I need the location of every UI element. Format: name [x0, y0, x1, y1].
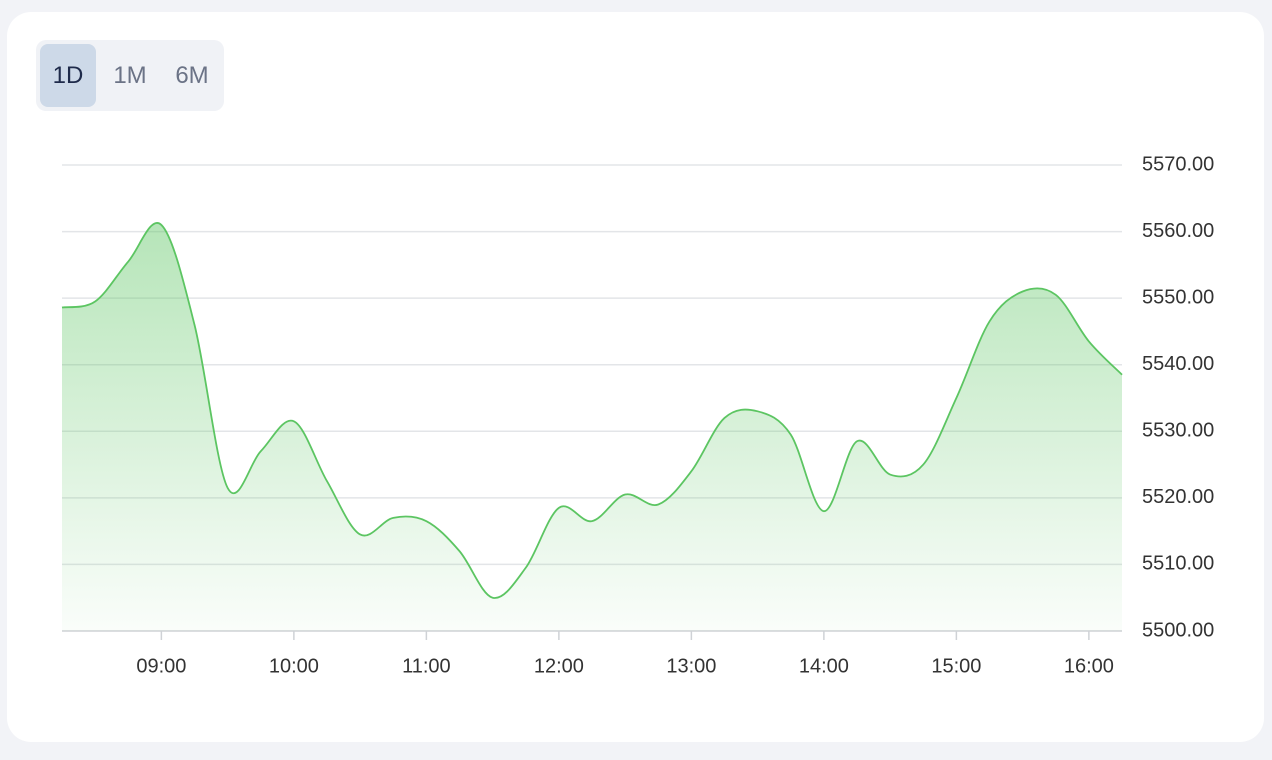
x-tick-label: 15:00	[931, 655, 981, 677]
x-tick-label: 13:00	[666, 655, 716, 677]
y-tick-label: 5570.00	[1142, 153, 1214, 175]
line	[61, 222, 1123, 599]
x-tick-label: 10:00	[269, 655, 319, 677]
y-tick-label: 5560.00	[1142, 220, 1214, 242]
y-tick-label: 5530.00	[1142, 420, 1214, 442]
y-tick-label: 5510.00	[1142, 553, 1214, 575]
y-tick-label: 5550.00	[1142, 286, 1214, 308]
y-tick-label: 5540.00	[1142, 353, 1214, 375]
x-tick-label: 16:00	[1064, 655, 1114, 677]
y-tick-label: 5500.00	[1142, 619, 1214, 641]
range-button[interactable]: 6M	[175, 61, 209, 89]
range-button[interactable]: 1M	[113, 61, 147, 89]
area-fill	[62, 222, 1122, 631]
y-tick-label: 5520.00	[1142, 486, 1214, 508]
x-tick-label: 09:00	[136, 655, 186, 677]
range-button[interactable]: 1D	[40, 44, 96, 107]
range-toggle: 1D 1M 6M	[36, 40, 224, 111]
x-tick-label: 14:00	[799, 655, 849, 677]
x-tick-label: 12:00	[534, 655, 584, 677]
x-tick-label: 11:00	[402, 655, 451, 677]
